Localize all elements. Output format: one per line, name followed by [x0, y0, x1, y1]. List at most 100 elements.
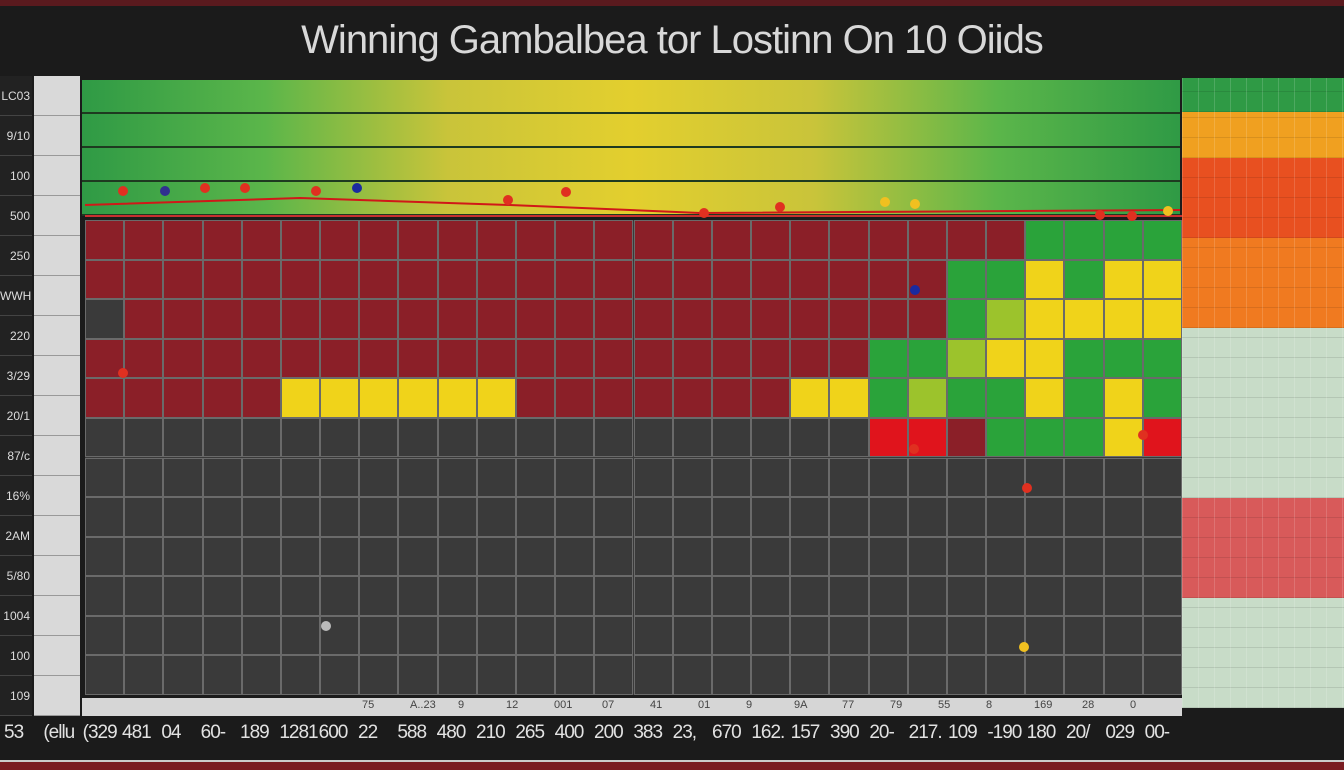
heatmap-cell — [946, 417, 987, 458]
heatmap-cell — [555, 259, 595, 300]
x-sub-label: 55 — [938, 699, 951, 711]
heatmap-cell — [829, 338, 869, 379]
heatmap-cell — [790, 615, 830, 656]
y-tick-label: 5/80 — [0, 556, 32, 596]
heatmap-cell — [946, 576, 987, 616]
y-tick-cell — [34, 276, 80, 316]
x-axis-labels: 53 (ellu (329 481 04 60- 189 1281 600 22 588 480 210… — [0, 722, 1190, 752]
heatmap-cell — [320, 497, 360, 537]
heatmap-cell — [1142, 497, 1182, 537]
heatmap-cell — [711, 457, 752, 498]
heatmap-cell — [829, 655, 869, 695]
heatmap-cell — [398, 576, 438, 616]
heatmap-cell — [1064, 615, 1104, 656]
heatmap-cell — [280, 299, 321, 339]
heatmap-cell — [241, 299, 281, 339]
heatmap-cell — [555, 457, 595, 498]
data-point — [160, 186, 170, 196]
heatmap-cell — [672, 299, 712, 339]
band-stripe — [82, 80, 1180, 114]
heatmap-cell — [437, 220, 477, 260]
heatmap-cell — [476, 655, 516, 695]
heatmap-cell — [986, 655, 1026, 695]
heatmap-cell — [555, 220, 595, 260]
heatmap-cell — [124, 220, 164, 260]
heatmap-cell — [751, 220, 791, 260]
heatmap-cell — [868, 338, 908, 379]
x-tick-label: 217. — [908, 722, 943, 743]
heatmap-cell — [202, 259, 242, 300]
heatmap-cell — [790, 655, 830, 695]
heatmap-cell — [280, 220, 321, 260]
heatmap-cell — [1064, 338, 1104, 379]
heatmap-cell — [476, 615, 516, 656]
heatmap-cell — [515, 220, 556, 260]
heatmap-cell — [202, 338, 242, 379]
heatmap-cell — [398, 259, 438, 300]
heatmap-cell — [1142, 536, 1182, 577]
x-sub-label: 79 — [890, 699, 903, 711]
heatmap-cell — [868, 655, 908, 695]
heatmap-cell — [359, 417, 399, 458]
heatmap-cell — [202, 655, 242, 695]
y-tick-label: 2AM — [0, 516, 32, 556]
heatmap-cell — [790, 497, 830, 537]
legend-segment — [1182, 328, 1344, 498]
heatmap-cell — [515, 259, 556, 300]
y-tick-cell — [34, 76, 80, 116]
heatmap-cell — [829, 536, 869, 577]
heatmap-cell — [829, 259, 869, 300]
x-tick-label: 162. — [751, 722, 785, 743]
heatmap-cell — [124, 536, 164, 577]
heatmap-cell — [124, 497, 164, 537]
x-sub-label: 77 — [842, 699, 855, 711]
heatmap-cell — [241, 655, 281, 695]
heatmap-cell — [1103, 536, 1143, 577]
heatmap-cell — [711, 497, 752, 537]
heatmap-cell — [1064, 299, 1104, 339]
heatmap-cell — [633, 497, 673, 537]
trend-line — [84, 196, 1181, 215]
data-point — [1095, 210, 1105, 220]
y-tick-label: 16% — [0, 476, 32, 516]
heatmap-cell — [790, 299, 830, 339]
heatmap-cell — [907, 259, 947, 300]
x-tick-label: 1281 — [279, 722, 318, 743]
heatmap-cell — [829, 299, 869, 339]
data-point — [1138, 430, 1148, 440]
heatmap-cell — [437, 457, 477, 498]
heatmap-cell — [1142, 338, 1182, 379]
heatmap-cell — [124, 338, 164, 379]
heatmap-cell — [868, 536, 908, 577]
heatmap-cell — [515, 615, 556, 656]
heatmap-cell — [907, 497, 947, 537]
heatmap-cell — [515, 338, 556, 379]
heatmap-cell — [124, 655, 164, 695]
x-sub-label: 9A — [794, 699, 808, 711]
heatmap-cell — [1103, 576, 1143, 616]
heatmap-cell — [907, 536, 947, 577]
heatmap-cell — [986, 536, 1026, 577]
heatmap-cell — [241, 457, 281, 498]
heatmap-cell — [633, 378, 673, 418]
y-tick-cell — [34, 556, 80, 596]
y-tick-label: 1004 — [0, 596, 32, 636]
heatmap-cell — [1064, 576, 1104, 616]
heatmap-cell — [751, 299, 791, 339]
heatmap-cell — [790, 220, 830, 260]
heatmap-cell — [476, 457, 516, 498]
heatmap-cell — [1142, 417, 1182, 458]
x-tick-label: 600 — [318, 722, 349, 743]
heatmap-cell — [85, 378, 125, 418]
heatmap-cell — [1025, 220, 1065, 260]
heatmap-cell — [986, 299, 1026, 339]
x-sub-label: 28 — [1082, 699, 1095, 711]
y-tick-cell — [34, 516, 80, 556]
heatmap-cell — [1064, 417, 1104, 458]
heatmap-cell — [594, 655, 634, 695]
heatmap-cell — [633, 220, 673, 260]
heatmap-cell — [790, 536, 830, 577]
data-point — [1022, 483, 1032, 493]
heatmap-cell — [1142, 378, 1182, 418]
heatmap-cell — [437, 497, 477, 537]
